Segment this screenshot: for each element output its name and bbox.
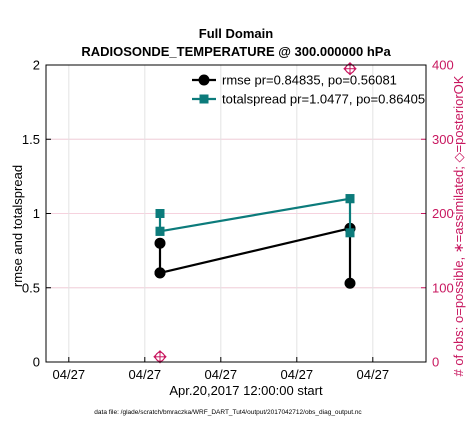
plot-frame bbox=[45, 64, 427, 363]
y-right-tick-label: 0 bbox=[432, 355, 439, 370]
obs-posterior-marker bbox=[153, 350, 167, 364]
legend-marker bbox=[198, 74, 210, 86]
chart-subtitle: RADIOSONDE_TEMPERATURE @ 300.000000 hPa bbox=[81, 44, 391, 59]
obs-posterior-marker bbox=[343, 62, 357, 76]
y-tick-label: 1 bbox=[33, 206, 40, 221]
series-layer bbox=[153, 62, 357, 364]
data-point bbox=[345, 228, 355, 238]
y-right-tick-label: 100 bbox=[432, 280, 454, 295]
y-tick-label: 0 bbox=[33, 355, 40, 370]
data-point bbox=[155, 226, 165, 236]
x-tick-label: 04/27 bbox=[53, 367, 86, 382]
y-right-tick-label: 200 bbox=[432, 206, 454, 221]
y-tick-label: 2 bbox=[33, 58, 40, 73]
x-tick-label: 04/27 bbox=[281, 367, 314, 382]
legend-label: totalspread pr=1.0477, po=0.86405 bbox=[222, 92, 425, 107]
legend: rmse pr=0.84835, po=0.56081 totalspread p… bbox=[192, 73, 425, 107]
y-right-tick-label: 300 bbox=[432, 132, 454, 147]
data-point bbox=[344, 277, 356, 289]
series-line bbox=[159, 197, 351, 233]
legend-marker bbox=[199, 94, 209, 104]
x-tick-label: 04/27 bbox=[129, 367, 162, 382]
series-obs-count bbox=[153, 62, 357, 364]
data-point bbox=[154, 237, 166, 249]
y-axis-right-label: # of obs: o=possible, ∗=assimilated; ◇=p… bbox=[451, 75, 466, 376]
series-totalspread bbox=[155, 194, 355, 238]
data-point bbox=[345, 194, 355, 204]
y-axis-label: rmse and totalspread bbox=[10, 165, 25, 287]
x-axis-label: Apr.20,2017 12:00:00 start bbox=[169, 383, 323, 398]
data-point bbox=[154, 267, 166, 279]
x-tick-label: 04/27 bbox=[205, 367, 238, 382]
y-tick-label: 0.5 bbox=[22, 280, 40, 295]
obs-count-point bbox=[343, 62, 357, 76]
chart-title: Full Domain bbox=[199, 26, 273, 41]
legend-label: rmse pr=0.84835, po=0.56081 bbox=[222, 73, 397, 88]
data-point bbox=[155, 209, 165, 218]
footer-data-file: data file: /glade/scratch/bmraczka/WRF_D… bbox=[94, 409, 362, 416]
obs-count-point bbox=[153, 350, 167, 364]
x-tick-label: 04/27 bbox=[357, 367, 390, 382]
y-right-tick-label: 400 bbox=[432, 58, 454, 73]
y-tick-label: 1.5 bbox=[22, 132, 40, 147]
series-line bbox=[159, 227, 351, 274]
